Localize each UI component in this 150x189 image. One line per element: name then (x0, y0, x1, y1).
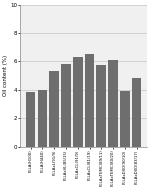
Bar (61, 64, 71, 146)
Bar (38, 90, 47, 146)
Bar (120, 91, 130, 146)
Bar (96, 65, 106, 146)
Bar (26, 92, 36, 146)
Bar (108, 60, 118, 146)
Y-axis label: Oil content (%): Oil content (%) (3, 55, 8, 96)
Bar (73, 57, 83, 146)
Bar (49, 71, 59, 146)
Bar (132, 78, 141, 146)
Bar (85, 54, 94, 146)
